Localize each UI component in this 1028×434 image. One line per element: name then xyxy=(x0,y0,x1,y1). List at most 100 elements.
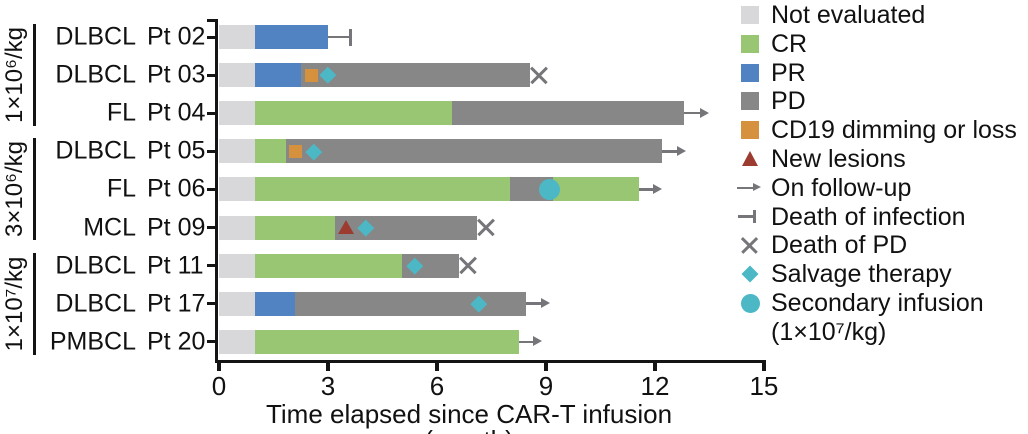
disease-label: DLBCL xyxy=(55,289,136,318)
response-bar-segment-cr xyxy=(553,177,639,202)
x-axis-tick-label: 12 xyxy=(640,371,670,401)
response-bar-segment-not_evaluated xyxy=(219,291,256,316)
response-bar-segment-pr xyxy=(255,291,296,316)
legend-label-secondary-infusion: Secondary infusion xyxy=(771,288,984,317)
legend-end-bar-icon xyxy=(738,215,753,218)
response-bar-segment-pd xyxy=(295,291,526,316)
dose-group-bracket xyxy=(33,252,36,355)
response-bar-segment-not_evaluated xyxy=(219,215,256,240)
legend-label-salvage-therapy: Salvage therapy xyxy=(771,260,952,289)
dose-group-label: 1×10⁶/kg xyxy=(1,27,28,124)
y-axis-row-tick xyxy=(207,35,216,39)
legend-arrowhead-icon xyxy=(753,183,761,192)
y-axis-end-tick xyxy=(207,19,216,22)
legend-glyph-death-of-infection xyxy=(737,204,763,230)
dose-group-label: 3×10⁶/kg xyxy=(1,141,28,238)
disease-label: FL xyxy=(106,98,136,127)
dose-group-bracket xyxy=(33,24,36,127)
follow-up-arrowhead xyxy=(653,183,663,194)
disease-label: PMBCL xyxy=(49,327,136,356)
patient-label: Pt 09 xyxy=(147,213,206,241)
patient-label: Pt 11 xyxy=(147,251,204,280)
dose-group-label: 1×10⁷/kg xyxy=(1,256,28,352)
disease-label: DLBCL xyxy=(55,22,136,51)
follow-up-arrowhead xyxy=(700,107,710,118)
legend-glyph-cd19-dimming-or-loss xyxy=(737,117,763,143)
y-axis-row-tick xyxy=(207,149,216,153)
legend-glyph-pd xyxy=(737,88,763,114)
legend-label-not-evaluated: Not evaluated xyxy=(771,0,926,29)
patient-label: Pt 20 xyxy=(147,327,206,356)
y-axis-row-tick xyxy=(207,264,216,268)
response-bar-segment-cr xyxy=(255,329,519,354)
legend-label-pd: PD xyxy=(771,87,806,116)
death-of-infection-marker xyxy=(327,35,350,39)
follow-up-arrowhead xyxy=(540,298,550,309)
response-bar-segment-not_evaluated xyxy=(219,177,256,202)
y-axis-row-tick xyxy=(207,111,216,115)
legend-glyph-death-of-pd xyxy=(737,232,763,258)
response-bar-segment-not_evaluated xyxy=(219,253,256,278)
legend-triangle-icon xyxy=(741,151,758,166)
patient-label: Pt 03 xyxy=(147,60,206,89)
dose-group-bracket xyxy=(33,138,36,241)
patient-label: Pt 17 xyxy=(147,289,206,318)
response-bar-segment-not_evaluated xyxy=(219,63,256,88)
x-axis-tick-label: 15 xyxy=(749,371,779,401)
x-axis-tick xyxy=(217,362,221,371)
response-bar-segment-pd xyxy=(300,63,530,88)
x-axis-title: Time elapsed since CAR-T infusion (month… xyxy=(265,399,673,434)
response-bar-segment-not_evaluated xyxy=(219,25,256,49)
patient-label: Pt 05 xyxy=(147,136,206,165)
x-axis-tick-label: 9 xyxy=(538,371,554,401)
legend-diamond-icon xyxy=(741,265,759,283)
x-axis-tick-label: 0 xyxy=(211,371,227,401)
on-follow-up-arrow xyxy=(638,188,655,191)
legend-square-swatch xyxy=(741,6,759,24)
legend-glyph-on-follow-up xyxy=(737,175,763,201)
response-bar-segment-pr xyxy=(255,63,301,88)
legend-square-swatch xyxy=(741,121,759,140)
legend-glyph-new-lesions xyxy=(737,146,763,172)
x-axis-tick xyxy=(762,362,766,371)
legend-sublabel-secondary-infusion: (1×10⁷/kg) xyxy=(771,317,887,346)
legend-square-swatch xyxy=(741,63,759,82)
response-bar-segment-pd xyxy=(451,101,684,126)
new-lesions-triangle-marker xyxy=(338,220,355,234)
cd19-dimming-marker xyxy=(305,68,319,82)
x-axis-tick xyxy=(435,362,439,371)
x-axis-tick xyxy=(326,362,330,371)
legend-glyph-pr xyxy=(737,60,763,86)
y-axis-row-tick xyxy=(207,302,216,306)
legend-label-new-lesions: New lesions xyxy=(771,144,906,173)
legend-circle-icon xyxy=(740,293,760,313)
disease-label: FL xyxy=(106,174,136,203)
response-bar-segment-not_evaluated xyxy=(219,139,256,164)
response-bar-segment-not_evaluated xyxy=(219,101,256,126)
follow-up-arrowhead xyxy=(676,145,686,156)
y-axis-row-tick xyxy=(207,226,216,229)
response-bar-segment-cr xyxy=(255,139,287,164)
response-bar-segment-cr xyxy=(255,215,336,240)
legend-end-bar-cap xyxy=(753,210,756,224)
legend-label-death-of-infection: Death of infection xyxy=(771,202,966,231)
response-bar-segment-cr xyxy=(255,253,403,278)
legend-glyph-not-evaluated xyxy=(737,2,763,28)
legend-label-pr: PR xyxy=(771,58,806,87)
on-follow-up-arrow xyxy=(662,150,678,153)
response-bar-segment-pr xyxy=(255,25,328,49)
y-axis-spine xyxy=(215,19,218,363)
y-axis-row-tick xyxy=(207,187,216,191)
response-bar-segment-cr xyxy=(255,177,510,202)
on-follow-up-arrow xyxy=(518,340,535,344)
x-axis-tick-label: 3 xyxy=(320,371,336,401)
legend-glyph-salvage-therapy xyxy=(737,261,763,287)
legend-label-on-follow-up: On follow-up xyxy=(771,173,912,202)
on-follow-up-arrow xyxy=(525,302,542,305)
disease-label: DLBCL xyxy=(55,136,136,165)
response-bar-segment-cr xyxy=(255,101,452,126)
legend-square-swatch xyxy=(741,34,759,53)
x-axis-tick xyxy=(544,362,548,371)
legend-square-swatch xyxy=(741,92,759,111)
